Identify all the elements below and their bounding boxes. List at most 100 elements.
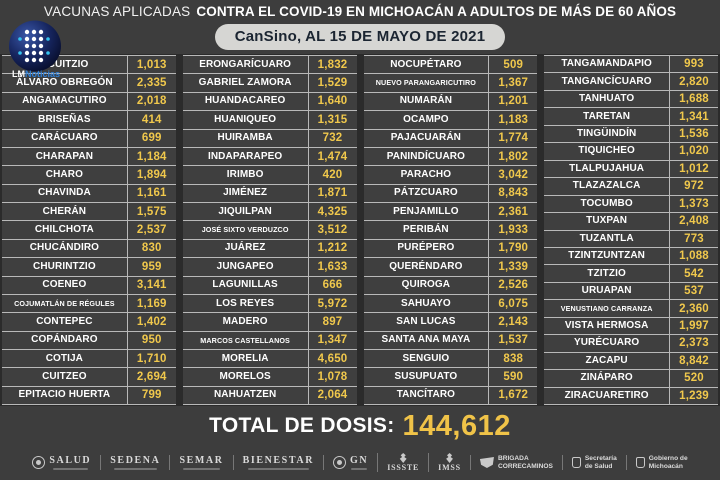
eagle-icon xyxy=(399,453,407,463)
vaccine-table: ACUITZIO 1,013 ÁLVARO OBREGÓN 2,335 ANGAMACU… xyxy=(0,54,720,406)
table-row: CHERÁN 1,575 xyxy=(2,203,176,222)
dose-count: 5,972 xyxy=(317,297,348,310)
dose-count: 2,373 xyxy=(679,337,709,350)
municipality-name: NAHUATZEN xyxy=(183,386,309,405)
dose-count: 993 xyxy=(684,58,704,71)
table-row: SUSUPUATO 590 xyxy=(363,368,538,387)
dose-count: 1,169 xyxy=(136,297,167,310)
table-row: TLALPUJAHUA 1,012 xyxy=(544,160,718,179)
dose-count: 2,335 xyxy=(136,77,167,90)
footer-label: BIENESTAR xyxy=(242,455,315,466)
municipality-name: NOCUPÉTARO xyxy=(364,56,490,74)
municipality-name: QUIROGA xyxy=(364,276,490,294)
dose-count: 1,020 xyxy=(679,145,709,158)
table-row: PURÉPERO 1,790 xyxy=(363,239,538,259)
municipality-name: CONTEPEC xyxy=(2,313,128,331)
dose-count: 1,474 xyxy=(317,150,348,163)
footer-logo-secretaria-de-salud: Secretaría de Salud xyxy=(561,454,626,471)
table-row: PÁTZCUARO 8,843 xyxy=(363,184,538,203)
table-row: BRISEÑAS 414 xyxy=(2,111,176,130)
dose-count: 1,536 xyxy=(679,128,709,141)
dose-count: 537 xyxy=(684,285,704,298)
municipality-name: CUITZEO xyxy=(2,368,128,386)
municipality-name: YURÉCUARO xyxy=(544,335,670,352)
title-prefix: VACUNAS APLICADAS xyxy=(43,3,191,20)
shield-icon xyxy=(479,457,494,468)
table-row: ERONGARÍCUARO 1,832 xyxy=(182,56,357,75)
table-row: TOCUMBO 1,373 xyxy=(544,195,718,214)
footer-label: Secretaría xyxy=(584,454,617,462)
total-value: 144,612 xyxy=(402,409,511,442)
dose-count: 1,640 xyxy=(317,95,348,108)
dose-count: 1,239 xyxy=(679,389,709,402)
municipality-name: TANCÍTARO xyxy=(364,386,490,405)
footer-label-line2: de Salud xyxy=(584,462,613,470)
dose-count: 1,212 xyxy=(317,242,348,255)
footer-label: SALUD xyxy=(49,455,92,466)
table-row: PARACHO 3,042 xyxy=(363,166,538,185)
municipality-column: ACUITZIO 1,013 ÁLVARO OBREGÓN 2,335 ANGAMACU… xyxy=(2,55,176,406)
footer-label-line2: Michoacán xyxy=(648,462,683,470)
dose-count: 4,650 xyxy=(317,352,348,365)
dose-count: 2,143 xyxy=(498,315,529,328)
municipality-name: BRISEÑAS xyxy=(2,111,128,129)
table-row: COENEO 3,141 xyxy=(2,276,176,295)
dose-count: 2,537 xyxy=(136,224,167,237)
footer-label: Gobierno de xyxy=(648,454,688,462)
dose-count: 2,360 xyxy=(679,302,709,315)
table-row: TUZANTLA 773 xyxy=(544,230,718,248)
table-row: MORELIA 4,650 xyxy=(182,350,357,369)
municipality-name: SAN LUCAS xyxy=(364,313,490,331)
dose-count: 1,013 xyxy=(136,58,167,71)
dose-count: 1,633 xyxy=(317,260,348,273)
dose-count: 1,575 xyxy=(136,205,167,218)
table-row: COPÁNDARO 950 xyxy=(2,331,176,350)
municipality-name: JIMÉNEZ xyxy=(183,184,309,202)
dose-count: 1,710 xyxy=(136,352,167,365)
municipality-name: ERONGARÍCUARO xyxy=(183,56,309,74)
table-row: ACUITZIO 1,013 xyxy=(2,56,176,75)
dose-count: 1,012 xyxy=(679,162,709,175)
municipality-name: CHUCÁNDIRO xyxy=(2,239,128,258)
table-row: URUAPAN 537 xyxy=(544,282,718,301)
dose-count: 959 xyxy=(141,260,162,273)
column-gutter xyxy=(537,55,545,405)
footer-subtext-bar xyxy=(351,468,367,470)
municipality-name: TANGANCÍCUARO xyxy=(544,73,670,90)
crest-icon xyxy=(571,457,581,468)
sphere-logo-icon xyxy=(9,20,61,72)
table-row: ANGAMACUTIRO 2,018 xyxy=(2,92,176,112)
dose-count: 1,402 xyxy=(136,315,167,328)
dose-count: 1,774 xyxy=(498,132,529,145)
municipality-name: TANGAMANDAPIO xyxy=(544,56,670,73)
footer-logo-gobierno-de-michoacan: Gobierno de Michoacán xyxy=(625,454,697,471)
municipality-name: MORELOS xyxy=(183,368,309,386)
dose-count: 3,512 xyxy=(317,224,348,237)
table-row: ZINÁPARO 520 xyxy=(544,370,718,388)
municipality-name: TANHUATO xyxy=(544,90,670,108)
municipality-name: LOS REYES xyxy=(183,294,309,313)
municipality-name: NUEVO PARANGARICUTIRO xyxy=(364,74,490,92)
municipality-name: PÁTZCUARO xyxy=(364,184,490,202)
municipality-name: PERIBÁN xyxy=(364,221,490,239)
municipality-name: SUSUPUATO xyxy=(364,368,490,386)
municipality-name: INDAPARAPEO xyxy=(183,147,309,166)
table-row: QUERÉNDARO 1,339 xyxy=(363,258,538,277)
table-row: NUMARÁN 1,201 xyxy=(363,92,538,112)
table-row: JUÁREZ 1,212 xyxy=(182,239,357,259)
dose-count: 1,347 xyxy=(317,334,348,347)
municipality-name: EPITACIO HUERTA xyxy=(2,386,128,405)
table-row: PANINDÍCUARO 1,802 xyxy=(363,147,538,167)
municipality-name: ANGAMACUTIRO xyxy=(2,92,128,111)
municipality-name: JOSÉ SIXTO VERDUZCO xyxy=(183,221,309,239)
dose-count: 520 xyxy=(684,372,704,385)
footer-label: ISSSTE xyxy=(387,463,420,472)
municipality-name: COPÁNDARO xyxy=(2,331,128,349)
dose-count: 1,894 xyxy=(136,168,167,181)
municipality-name: CHERÁN xyxy=(2,203,128,221)
dose-count: 8,842 xyxy=(679,354,709,367)
municipality-name: CHARO xyxy=(2,166,128,184)
table-row: CHAVINDA 1,161 xyxy=(2,184,176,203)
municipality-name: MORELIA xyxy=(183,350,309,368)
eagle-icon xyxy=(446,453,453,463)
